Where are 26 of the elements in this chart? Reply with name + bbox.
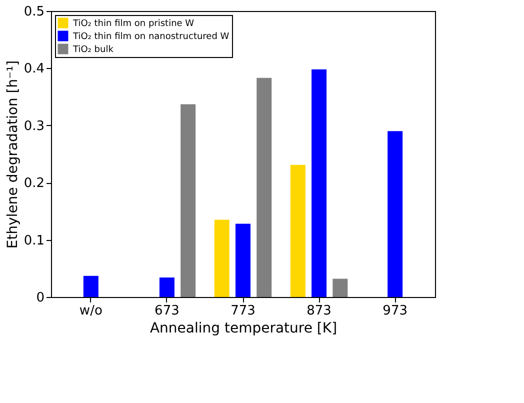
y-tick-label: 0 — [36, 290, 44, 306]
x-axis-title: Annealing temperature [K] — [150, 320, 338, 336]
legend-label: TiO₂ thin film on nanostructured W — [72, 32, 230, 42]
legend-label: TiO₂ thin film on pristine W — [72, 19, 194, 29]
bar — [332, 278, 348, 297]
y-tick-label: 0.3 — [24, 118, 44, 134]
bar — [214, 220, 230, 297]
y-tick-label: 0.4 — [24, 62, 44, 77]
bar — [159, 278, 174, 297]
y-axis-title: Ethylene degradation [h⁻¹] — [4, 60, 21, 249]
bar — [312, 69, 327, 297]
x-tick-label: 873 — [306, 304, 332, 318]
legend-label: TiO₂ bulk — [72, 45, 114, 55]
x-tick-label: 973 — [382, 304, 408, 318]
bar — [256, 78, 272, 297]
y-tick-label: 0.2 — [24, 176, 44, 192]
bar — [180, 104, 196, 297]
bar — [236, 224, 250, 297]
x-tick-label: 773 — [230, 304, 256, 318]
bar — [290, 164, 306, 297]
bar — [388, 131, 403, 297]
y-tick-label: 0.1 — [24, 233, 44, 248]
y-tick-label: 0.5 — [24, 4, 44, 20]
x-tick-label: w/o — [79, 304, 102, 318]
bar — [83, 276, 98, 297]
x-tick-label: 673 — [154, 304, 180, 318]
